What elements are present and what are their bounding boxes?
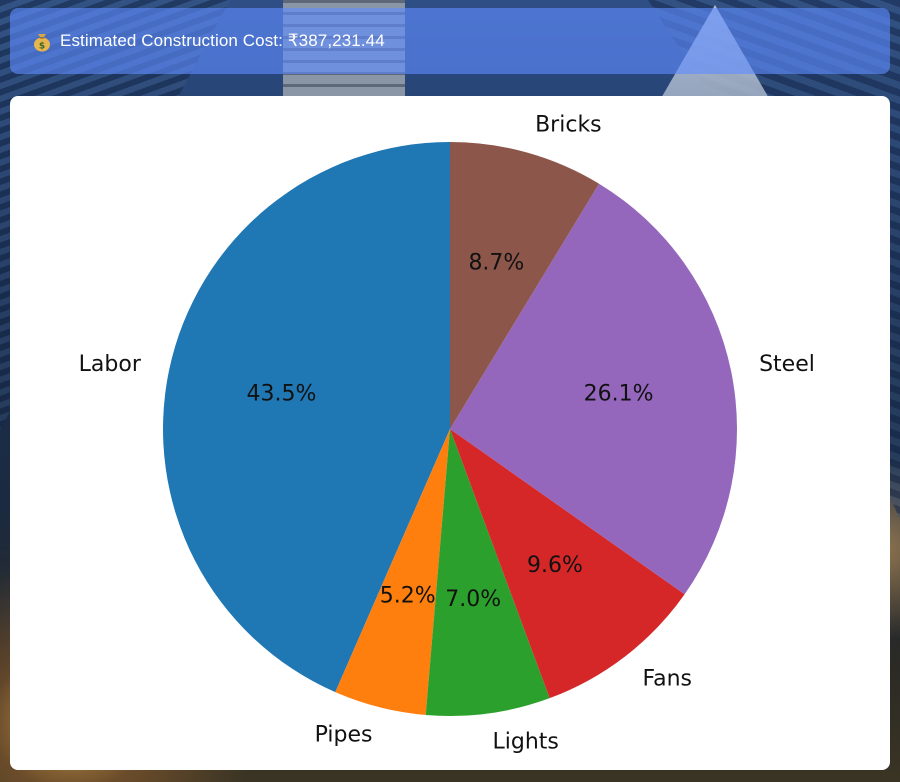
pie-category-label-lights: Lights (493, 729, 559, 754)
pie-chart: 43.5% Labor 5.2% Pipes 7.0% Lights 9.6% Fans 26.… (79, 113, 815, 755)
pie-percent-label-labor: 43.5% (246, 381, 316, 406)
svg-text:$: $ (39, 42, 45, 52)
pie-category-label-fans: Fans (643, 667, 693, 692)
pie-slice-pipes (335, 429, 450, 715)
pie-percent-label-fans: 9.6% (527, 553, 583, 578)
pie-category-label-labor: Labor (79, 352, 142, 377)
pie-slice-fans (450, 429, 685, 699)
pie-percent-label-bricks: 8.7% (468, 251, 524, 276)
pie-category-label-bricks: Bricks (535, 113, 602, 138)
pie-slice-labor (163, 142, 450, 693)
cost-banner: $ Estimated Construction Cost: ₹387,231.… (10, 8, 890, 74)
chart-card: 43.5% Labor 5.2% Pipes 7.0% Lights 9.6% Fans 26.… (10, 96, 890, 770)
pie-percent-label-lights: 7.0% (445, 587, 501, 612)
estimated-cost-text: Estimated Construction Cost: ₹387,231.44 (60, 31, 385, 50)
pie-slice-lights (425, 429, 550, 716)
pie-percent-label-steel: 26.1% (584, 381, 654, 406)
pie-category-label-steel: Steel (759, 352, 815, 377)
pie-slice-bricks (450, 142, 600, 429)
pie-category-label-pipes: Pipes (315, 723, 373, 748)
pie-slice-steel (450, 183, 737, 595)
money-bag-icon: $ (32, 30, 52, 52)
pie-percent-label-pipes: 5.2% (380, 583, 436, 608)
